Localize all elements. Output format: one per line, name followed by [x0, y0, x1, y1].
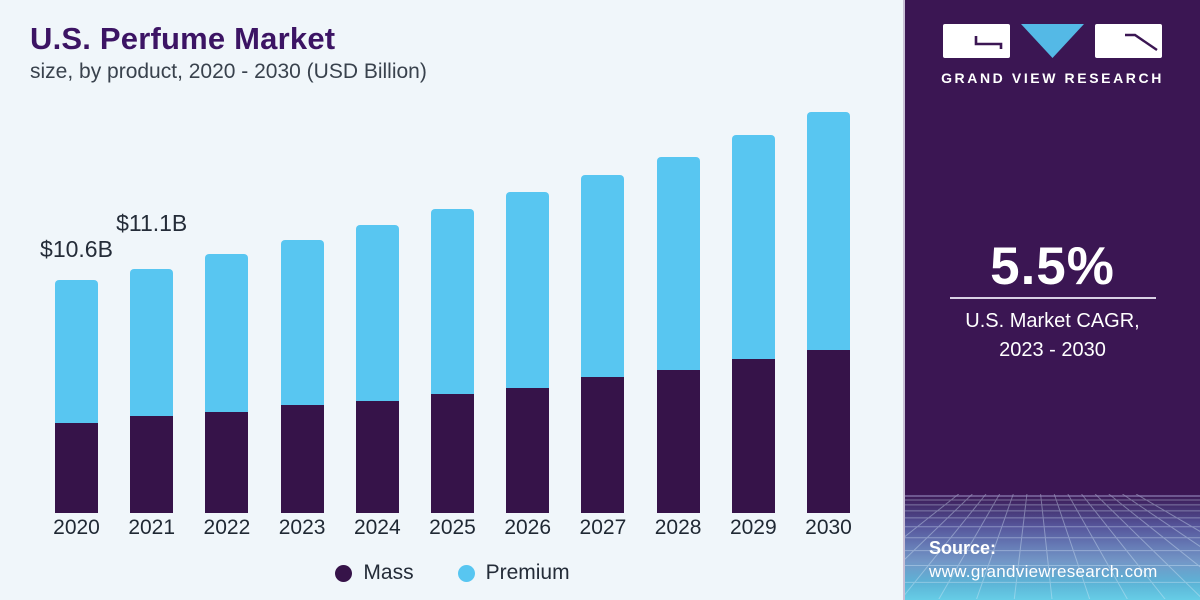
chart-panel: U.S. Perfume Market size, by product, 20…	[0, 21, 905, 585]
bar-value-label-2020: $10.6B	[40, 236, 113, 262]
logo-v-icon	[1021, 24, 1084, 58]
bar-2022	[205, 254, 249, 513]
logo-g-mark	[974, 36, 1003, 49]
legend-label-mass: Mass	[363, 561, 414, 584]
bar-2028	[656, 157, 700, 513]
plot-area: 2020 2021 2022 2023 2024 2025 2026 2027 2028 2029…	[40, 112, 852, 539]
gvr-logo	[905, 24, 1200, 58]
cagr-divider	[949, 297, 1156, 299]
cagr-value: 5.5%	[990, 237, 1115, 296]
source-label: Source:	[929, 538, 997, 558]
bar-2029-mass-segment	[731, 359, 775, 513]
bar-2025-premium-segment	[431, 209, 474, 394]
x-tick-2026: 2026	[504, 516, 552, 539]
bar-2022-premium-segment	[205, 254, 249, 412]
bar-2024-premium-segment	[355, 225, 399, 401]
bar-2026-premium-segment	[506, 192, 550, 388]
x-tick-2022: 2022	[203, 516, 251, 539]
x-tick-2021: 2021	[128, 516, 176, 539]
bar-2025	[431, 209, 474, 513]
bar-2025-mass-segment	[431, 394, 474, 513]
bar-2023-premium-segment	[280, 240, 324, 405]
x-tick-2025: 2025	[429, 516, 476, 539]
x-tick-2027: 2027	[579, 516, 627, 539]
bar-2023	[280, 240, 324, 513]
bar-2026-mass-segment	[506, 388, 550, 513]
wireframe-grid-icon	[905, 494, 1200, 600]
bar-2029-premium-segment	[731, 135, 775, 359]
bar-2028-premium-segment	[656, 157, 700, 370]
legend-item-premium: Premium	[457, 561, 570, 585]
bar-2026	[506, 192, 550, 513]
legend-dot-premium-icon	[457, 564, 475, 582]
x-tick-2020: 2020	[53, 516, 100, 539]
bar-2020-mass-segment	[55, 423, 98, 513]
mesh-footer: Source: www.grandviewresearch.com	[905, 494, 1200, 600]
source-url: www.grandviewresearch.com	[929, 562, 1158, 581]
bar-2028-mass-segment	[656, 370, 700, 513]
x-tick-2029: 2029	[729, 516, 777, 539]
bar-2030-mass-segment	[807, 350, 850, 513]
bar-2027-mass-segment	[581, 377, 625, 513]
logo-r-mark	[1125, 33, 1158, 51]
x-tick-2023: 2023	[278, 516, 326, 539]
bar-2029	[731, 135, 775, 513]
brand-sidebar: GRAND VIEW RESEARCH 5.5% U.S. Market CAG…	[903, 0, 1200, 600]
bar-2021-premium-segment	[130, 269, 174, 416]
logo-g-icon	[943, 24, 1010, 58]
bar-2020-premium-segment	[55, 280, 98, 423]
cagr-label: U.S. Market CAGR, 2023 - 2030	[905, 307, 1200, 365]
page-subtitle: size, by product, 2020 - 2030 (USD Billi…	[30, 60, 427, 83]
cagr-label-line2: 2023 - 2030	[999, 339, 1106, 361]
bar-value-label-2021: $11.1B	[116, 210, 188, 236]
x-tick-2030: 2030	[805, 516, 852, 539]
x-tick-2028: 2028	[654, 516, 702, 539]
bar-2024-mass-segment	[355, 401, 399, 513]
legend: Mass Premium	[0, 561, 905, 585]
bar-2030	[807, 112, 850, 513]
legend-dot-mass-icon	[335, 564, 353, 582]
brand-name: GRAND VIEW RESEARCH	[941, 70, 1164, 86]
bar-2021-mass-segment	[130, 416, 174, 513]
logo-r-icon	[1095, 24, 1162, 58]
source-block: Source: www.grandviewresearch.com	[929, 536, 1158, 584]
cagr-label-line1: U.S. Market CAGR,	[965, 310, 1140, 332]
bar-2020	[55, 280, 98, 513]
bar-2024	[355, 225, 399, 513]
bar-2030-premium-segment	[807, 112, 850, 350]
legend-item-mass: Mass	[335, 561, 414, 585]
legend-label-premium: Premium	[485, 561, 570, 584]
bar-2027	[581, 175, 625, 513]
bar-2027-premium-segment	[581, 175, 625, 377]
bar-2023-mass-segment	[280, 405, 324, 513]
bar-2021	[130, 269, 174, 513]
bar-2022-mass-segment	[205, 412, 249, 513]
page-title: U.S. Perfume Market	[30, 21, 336, 56]
x-tick-2024: 2024	[353, 516, 401, 539]
